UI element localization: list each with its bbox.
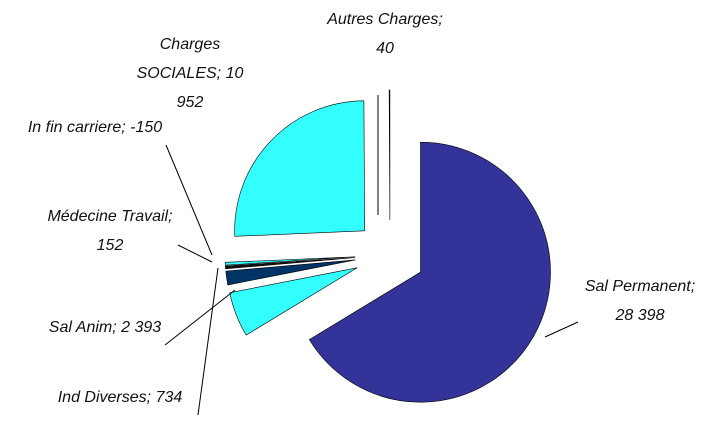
leader-line: [177, 244, 213, 263]
leader-line: [544, 321, 579, 338]
pie-slice: [388, 89, 391, 221]
leader-line: [197, 267, 219, 416]
pie-slice: [225, 257, 356, 270]
label-separator: ;: [690, 278, 696, 295]
data-label: Autres Charges; 40: [325, 5, 445, 63]
data-label: Sal Anim; 2 393: [35, 313, 175, 342]
label-separator: ;: [121, 119, 126, 136]
label-value: 40: [376, 40, 394, 57]
pie-slice: [225, 259, 356, 286]
label-value: 152: [96, 237, 124, 254]
label-name: Médecine Travail: [47, 208, 169, 225]
leader-line: [164, 289, 236, 346]
label-value: 734: [155, 389, 183, 406]
label-name: Sal Permanent: [584, 278, 691, 295]
data-label: Sal Permanent; 28 398: [575, 272, 705, 330]
label-separator: ;: [168, 208, 173, 225]
label-name: Charges SOCIALES: [136, 36, 221, 82]
data-label: Charges SOCIALES; 10 952: [125, 30, 255, 117]
label-separator: ;: [112, 319, 117, 336]
label-name: Sal Anim: [48, 319, 113, 336]
label-separator: ;: [216, 65, 222, 82]
leader-line: [165, 144, 213, 256]
pie-slice: [234, 100, 365, 237]
data-label: In fin carriere; -150: [8, 113, 183, 142]
pie-slice: [224, 256, 356, 266]
data-label: Médecine Travail; 152: [40, 202, 180, 260]
label-name: Autres Charges: [327, 11, 439, 28]
pie-slice: [308, 141, 551, 403]
label-value: -150: [130, 119, 163, 136]
label-value: 28 398: [615, 307, 665, 324]
label-separator: ;: [438, 11, 443, 28]
label-separator: ;: [146, 389, 152, 406]
label-name: Ind Diverses: [57, 389, 147, 406]
label-name: In fin carriere: [27, 119, 122, 136]
label-value: 2 393: [121, 319, 162, 336]
pie-slice: [229, 267, 358, 336]
data-label: Ind Diverses; 734: [45, 383, 195, 412]
label-value: 10 952: [176, 65, 244, 111]
